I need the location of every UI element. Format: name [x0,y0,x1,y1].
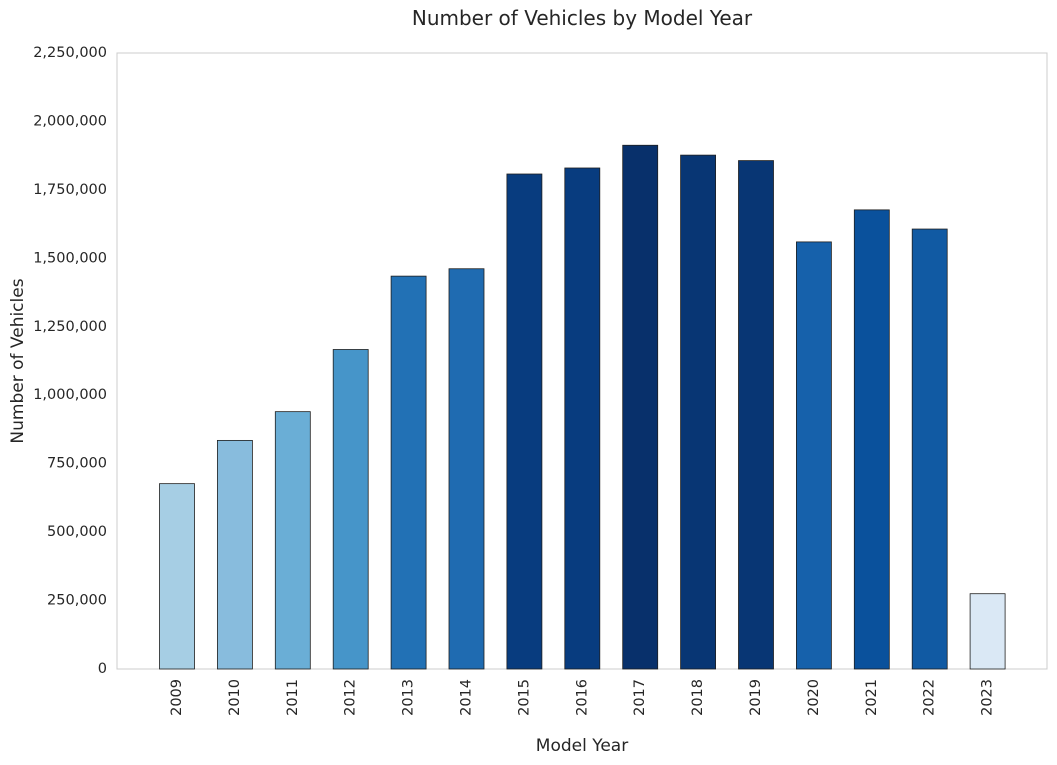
bar-2010 [216,439,253,670]
bar-2023 [969,593,1006,670]
bar-2013 [390,275,427,670]
x-tick-label: 2014 [459,679,475,716]
x-tick-label: 2012 [343,679,359,716]
bar-2016 [564,167,601,670]
bar-2011 [274,411,311,670]
x-tick-label: 2020 [806,679,822,716]
x-tick-label: 2017 [632,679,648,716]
x-tick-label: 2023 [980,679,996,716]
y-tick-label: 250,000 [47,593,107,609]
bar-2015 [506,173,543,670]
y-tick-label: 1,500,000 [33,250,107,266]
y-tick-label: 2,000,000 [33,113,107,129]
y-tick-label: 1,000,000 [33,387,107,403]
x-tick-label: 2021 [864,679,880,716]
x-tick-labels: 2009 2010 2011 2012 2013 2014 2015 2016 2017 2018… [169,679,996,716]
bar-2022 [911,228,948,670]
x-axis-label: Model Year [536,736,628,756]
x-tick-label: 2015 [516,679,532,716]
x-tick-label: 2010 [227,679,243,716]
bar-2017 [622,144,659,670]
bar-2019 [738,160,774,670]
x-tick-label: 2022 [922,679,938,716]
bar-2020 [796,241,832,670]
y-tick-label: 0 [98,661,107,677]
y-tick-labels: 0 250,000 500,000 750,000 1,000,000 1,250,000… [33,45,107,677]
y-tick-label: 1,750,000 [33,182,107,198]
x-tick-label: 2018 [690,679,706,716]
y-tick-label: 2,250,000 [33,45,107,61]
bar-2009 [159,483,195,670]
x-tick-label: 2013 [401,679,417,716]
bar-2012 [332,349,369,670]
x-tick-label: 2019 [748,679,764,716]
x-tick-label: 2016 [574,679,590,716]
bars-group [159,144,1006,670]
bar-2018 [680,154,716,670]
x-tick-label: 2011 [285,679,301,716]
y-tick-label: 1,250,000 [33,319,107,335]
y-tick-label: 500,000 [47,524,107,540]
x-tick-label: 2009 [169,679,185,716]
y-tick-label: 750,000 [47,456,107,472]
chart-title: Number of Vehicles by Model Year [412,6,753,30]
bar-2014 [448,268,485,670]
bar-2021 [853,209,890,670]
y-axis-label: Number of Vehicles [8,278,28,443]
